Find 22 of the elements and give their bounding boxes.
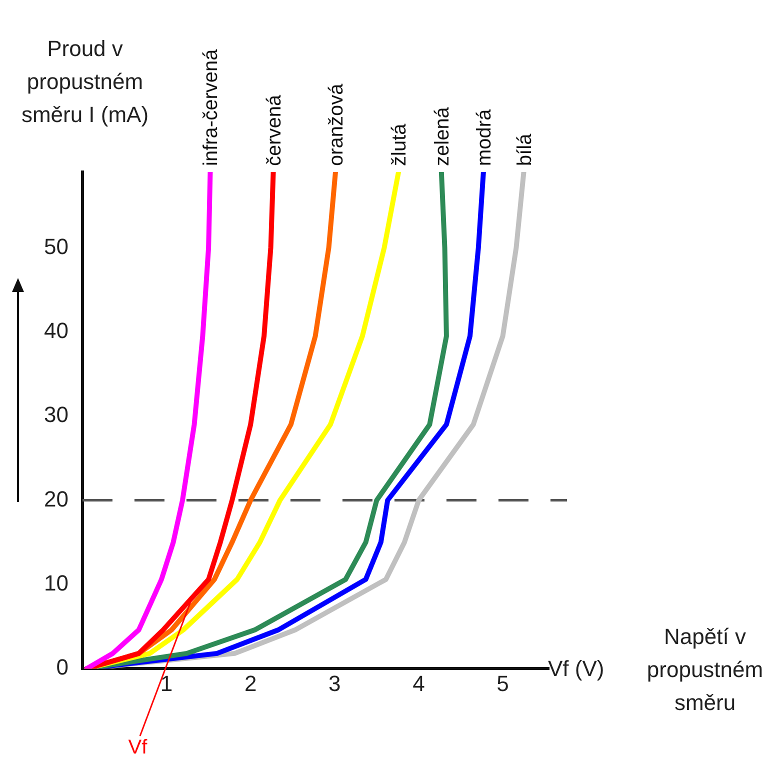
text: červená: [263, 94, 286, 166]
text: modrá: [473, 108, 496, 166]
annotation: Vf: [128, 736, 148, 758]
text: zelená: [431, 106, 454, 166]
x-tick-label: 5: [496, 670, 509, 696]
text: bílá: [514, 132, 536, 166]
y-tick-label: 10: [44, 570, 68, 596]
x-tick-label: 4: [412, 670, 425, 696]
y-tick-label: 40: [44, 318, 68, 343]
y-tick-label: 0: [56, 654, 68, 680]
y-tick-label: 30: [44, 402, 68, 428]
text: oranžová: [325, 82, 348, 166]
x-tick-label: 1: [160, 670, 173, 696]
y-axis-title: Proud v propustném směru I (mA): [20, 35, 150, 129]
y-tick-label: 20: [44, 486, 68, 512]
text: žlutá: [388, 122, 411, 166]
text: infra-červená: [200, 48, 222, 166]
y-tick-label: 50: [44, 234, 68, 259]
x-tick-label: 3: [328, 670, 341, 696]
text: Napětí v propustném směru: [646, 623, 764, 717]
x-tick-label: 2: [244, 670, 257, 696]
x-axis-title: Vf (V): [548, 655, 604, 683]
